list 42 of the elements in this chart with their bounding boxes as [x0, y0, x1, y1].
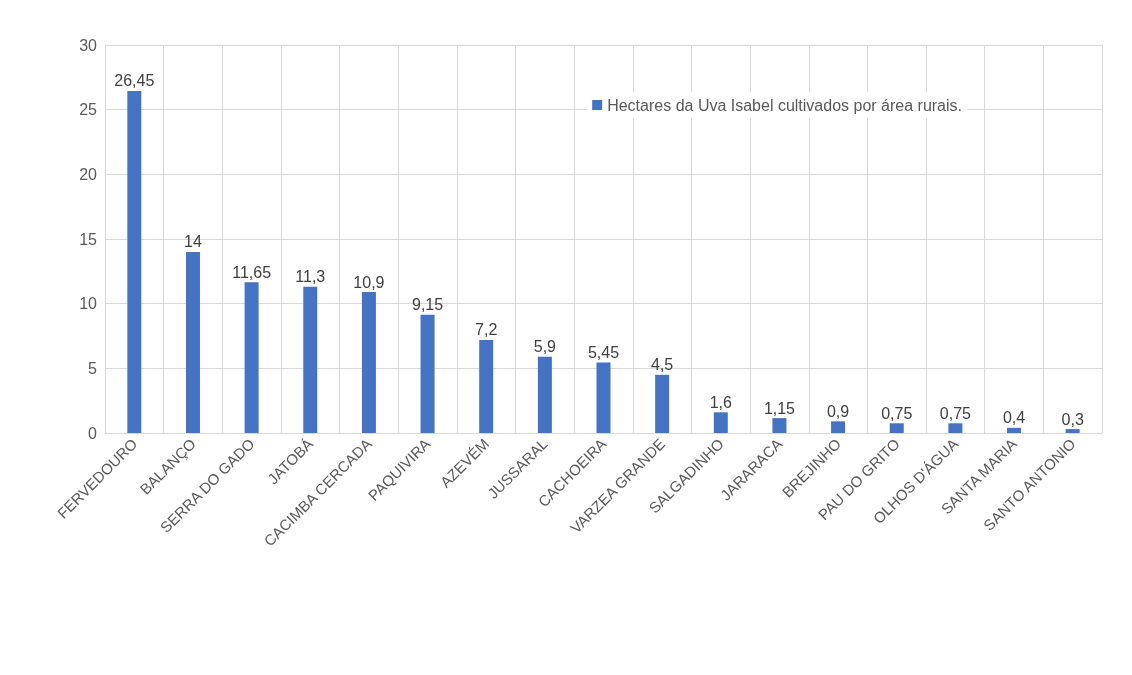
bar [889, 423, 904, 433]
data-label: 4,5 [651, 356, 674, 374]
bar [1007, 427, 1022, 433]
bar [1065, 429, 1080, 433]
y-tick-label: 30 [79, 36, 98, 54]
data-label: 0,75 [881, 404, 913, 422]
y-tick-label: 25 [79, 101, 98, 119]
data-label: 0,75 [939, 404, 972, 422]
y-tick-label: 10 [79, 295, 98, 313]
bar [713, 412, 728, 433]
y-tick-label: 15 [79, 230, 98, 248]
data-label: 26,45 [114, 72, 155, 90]
data-label: 7,2 [475, 321, 498, 339]
data-label: 1,6 [709, 393, 733, 411]
y-tick-label: 5 [88, 359, 98, 377]
data-label: 11,65 [232, 263, 272, 281]
data-label: 1,15 [763, 399, 796, 417]
y-tick-label: 20 [79, 165, 98, 183]
bar [831, 421, 846, 433]
y-tick-label: 0 [88, 424, 98, 442]
data-label: 0,9 [826, 402, 850, 420]
bar [948, 423, 963, 433]
data-label: 9,15 [411, 296, 444, 314]
bar [185, 251, 200, 433]
bar [479, 339, 494, 433]
bar [596, 362, 611, 433]
bar [537, 356, 552, 433]
data-label: 10,9 [353, 273, 385, 291]
data-label: 0,3 [1061, 410, 1084, 428]
bar [303, 286, 318, 433]
legend-label: Hectares da Uva Isabel cultivados por área rurais. [607, 96, 963, 114]
data-label: 0,4 [1002, 409, 1026, 427]
bar [361, 292, 376, 433]
data-label: 5,9 [533, 338, 557, 356]
bar [420, 314, 435, 433]
bar [655, 374, 670, 433]
bar [244, 282, 259, 433]
data-label: 5,45 [587, 344, 620, 362]
data-label: 11,3 [295, 268, 326, 286]
bar [127, 90, 142, 433]
data-label: 14 [184, 233, 202, 251]
bar [772, 418, 787, 433]
